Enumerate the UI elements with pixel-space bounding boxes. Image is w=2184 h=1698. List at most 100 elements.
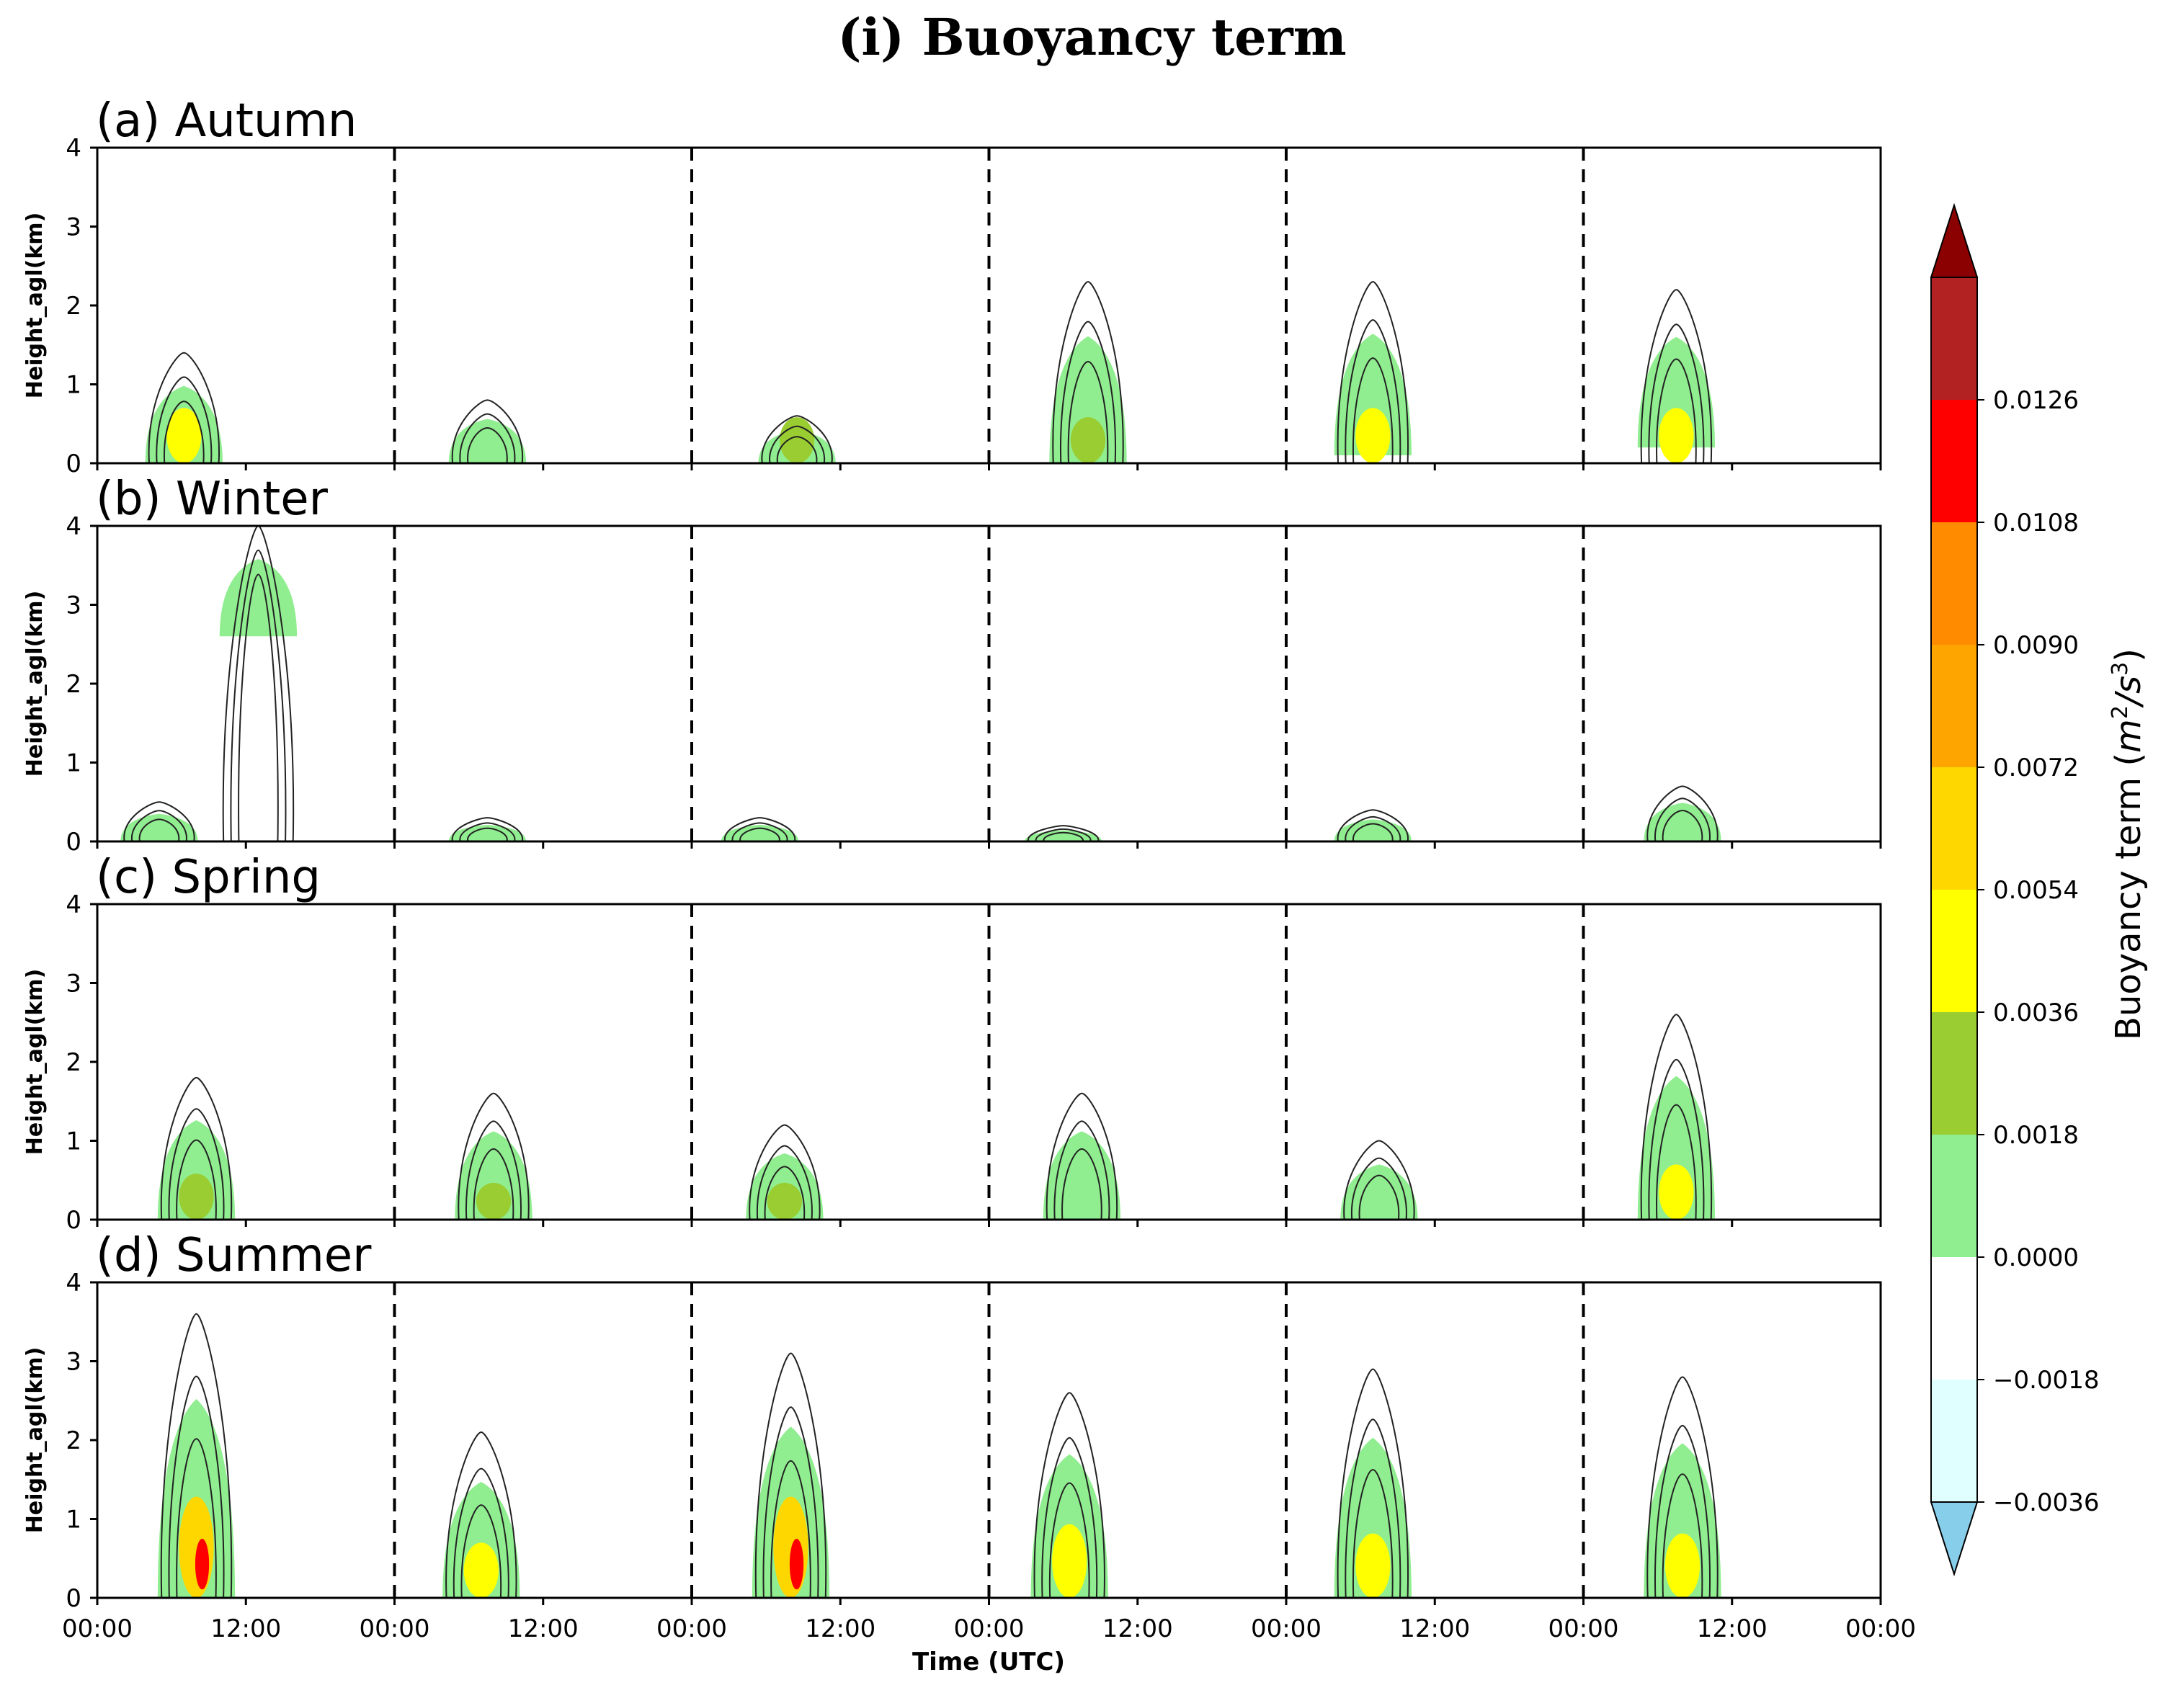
y-tick-label: 4 (66, 134, 81, 163)
y-tick-label: 3 (66, 591, 81, 620)
colorbar-segment (1931, 767, 1977, 890)
contour-line (1352, 1469, 1394, 1598)
x-tick-label: 00:00 (360, 1614, 430, 1643)
buoyancy-core (773, 1496, 808, 1598)
contour-line (1352, 357, 1394, 463)
colorbar-segment (1931, 1135, 1977, 1257)
colorbar-segment (1931, 1012, 1977, 1135)
colorbar-segment (1931, 1257, 1977, 1380)
contour-line (1358, 1174, 1400, 1220)
contour-line (1337, 281, 1409, 463)
contour-line (1648, 323, 1705, 463)
buoyancy-core (179, 1496, 214, 1598)
panel-autumn: (a) Autumn 0 1 2 3 4 Height_agl(km) (22, 94, 1882, 478)
contour-line (1337, 1368, 1409, 1598)
buoyancy-peak (789, 1539, 804, 1590)
contour-line (1028, 825, 1099, 841)
contour-line (1061, 1148, 1102, 1220)
y-tick-label: 2 (66, 1426, 81, 1455)
contour-line (724, 817, 795, 841)
contour-line (1350, 1157, 1407, 1220)
colorbar-segment (1931, 277, 1977, 400)
buoyancy-core (1659, 1164, 1694, 1220)
contour-line (473, 1148, 514, 1220)
x-tick-label: 12:00 (508, 1614, 579, 1643)
contour-line (445, 1431, 517, 1598)
x-tick-label: 00:00 (62, 1614, 133, 1643)
buoyancy-region (219, 558, 298, 637)
colorbar-tick-label: 0.0126 (1993, 386, 2079, 415)
contour-line (749, 1124, 821, 1220)
colorbar-extend-min (1930, 1501, 1979, 1577)
contour-line (459, 413, 516, 463)
panels-group: (a) Autumn 0 1 2 3 4 Height_agl(km) (b) Winter 0… (22, 94, 1882, 1613)
contour-line (764, 1166, 806, 1220)
buoyancy-core (1355, 408, 1391, 463)
colorbar-tick-label: 0.0000 (1993, 1243, 2079, 1272)
y-tick-label: 0 (66, 1584, 81, 1613)
contour-line (1648, 1058, 1705, 1220)
contour-line (156, 376, 213, 463)
contour-line (160, 1076, 233, 1220)
buoyancy-core (179, 1174, 214, 1220)
contour-line (1067, 360, 1109, 463)
contour-line (459, 822, 516, 841)
contour-line (222, 526, 295, 841)
contour-line (761, 415, 833, 463)
x-tick-label: 00:00 (954, 1614, 1025, 1643)
panel-label: (c) Spring (96, 851, 321, 904)
x-axis-label: Time (UTC) (912, 1648, 1065, 1676)
contour-line (230, 549, 287, 841)
x-tick-label: 12:00 (1102, 1614, 1173, 1643)
contour-line (1052, 281, 1124, 463)
panel-label: (b) Winter (96, 473, 329, 526)
y-tick-label: 1 (66, 1127, 81, 1156)
y-tick-label: 0 (66, 1206, 81, 1235)
y-tick-label: 2 (66, 1048, 81, 1077)
contour-line (1035, 828, 1092, 841)
contour-line (1662, 810, 1703, 841)
x-tick-label: 12:00 (1399, 1614, 1470, 1643)
contour-line (1043, 831, 1084, 841)
buoyancy-core (1070, 417, 1106, 463)
x-tick-label: 00:00 (1548, 1614, 1619, 1643)
contour-line (1337, 809, 1409, 841)
y-tick-label: 3 (66, 1348, 81, 1377)
colorbar-label: Buoyancy term (m2/s3) (2108, 648, 2149, 1040)
colorbar-segment (1931, 1380, 1977, 1502)
buoyancy-core (1664, 1533, 1701, 1598)
colorbar-tick-label: 0.0036 (1993, 998, 2079, 1027)
colorbar-segment (1931, 400, 1977, 522)
x-tick-label: 12:00 (210, 1614, 281, 1643)
x-tick-label: 12:00 (805, 1614, 875, 1643)
colorbar-segment (1931, 522, 1977, 645)
contour-line (168, 1375, 225, 1598)
contour-line (1646, 1376, 1719, 1598)
y-axis-label: Height_agl(km) (22, 969, 48, 1156)
colorbar-extend-max (1930, 202, 1979, 278)
buoyancy-core (779, 417, 815, 463)
panel-spring: (c) Spring 0 1 2 3 4 Height_agl(km) (22, 851, 1882, 1235)
contour-line (1656, 1104, 1697, 1220)
y-tick-label: 3 (66, 970, 81, 998)
colorbar-tick-label: 0.0108 (1993, 509, 2079, 537)
contour-line (451, 399, 523, 463)
y-tick-label: 4 (66, 890, 81, 919)
features-group (145, 281, 1716, 463)
buoyancy-core (166, 408, 202, 463)
contour-line (131, 810, 187, 841)
contour-line (731, 822, 788, 841)
contour-line (453, 1467, 509, 1598)
colorbar-tick-label: 0.0018 (1993, 1121, 2079, 1150)
contour-line (756, 1145, 813, 1220)
y-tick-label: 4 (66, 1269, 81, 1297)
contour-line (770, 1460, 811, 1598)
contour-line (138, 818, 180, 841)
colorbar-tick-label: 0.0090 (1993, 631, 2079, 660)
contour-line (460, 1504, 502, 1598)
colorbar-tick-label: −0.0036 (1993, 1488, 2099, 1517)
contour-line (467, 827, 508, 841)
y-axis-label: Height_agl(km) (22, 213, 48, 399)
contour-line (754, 1352, 827, 1598)
contour-line (739, 827, 780, 841)
